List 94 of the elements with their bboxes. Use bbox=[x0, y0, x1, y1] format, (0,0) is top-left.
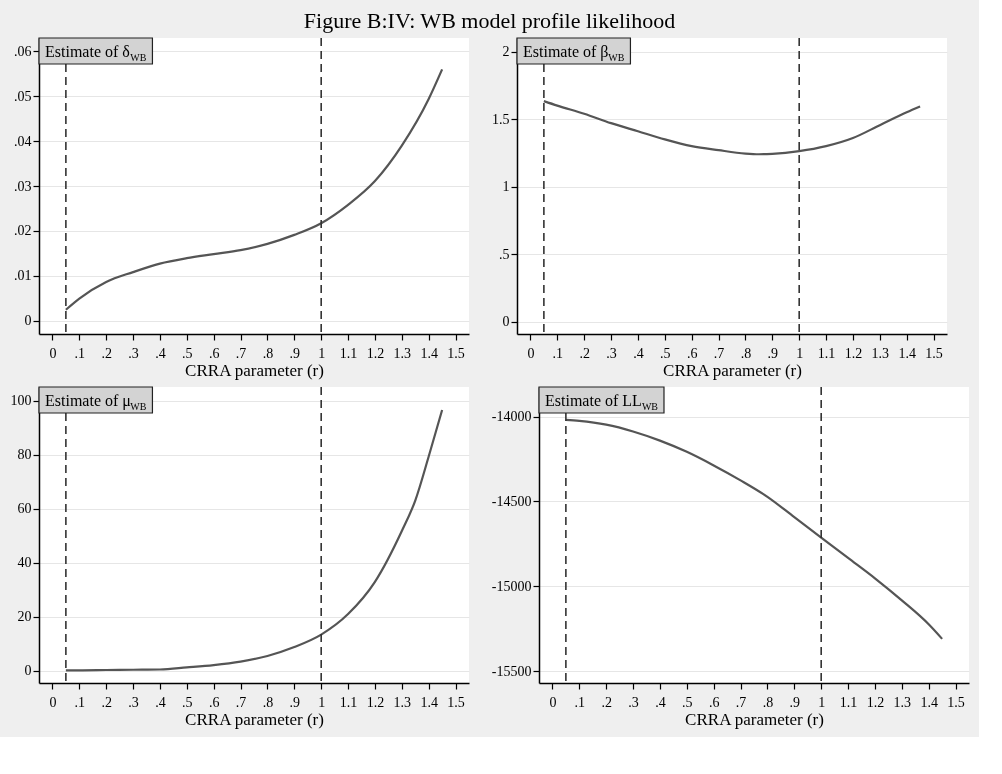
x-tick-label: .2 bbox=[101, 345, 112, 361]
x-tick-label: 0 bbox=[549, 694, 557, 710]
x-tick-label: .3 bbox=[606, 345, 617, 361]
x-tick-label: 1.3 bbox=[871, 345, 890, 361]
x-tick-label: .1 bbox=[574, 694, 586, 710]
x-tick-label: 1.1 bbox=[339, 694, 358, 710]
x-tick-label: 1.4 bbox=[420, 694, 438, 710]
x-tick-label: .6 bbox=[208, 694, 220, 710]
x-tick-label: .7 bbox=[713, 345, 725, 361]
x-tick-label: 0 bbox=[49, 694, 57, 710]
x-tick-label: .8 bbox=[262, 694, 274, 710]
x-tick-label: 1 bbox=[796, 345, 804, 361]
x-tick-label: .9 bbox=[767, 345, 779, 361]
y-tick-label: 40 bbox=[17, 555, 32, 571]
x-tick-label: .3 bbox=[128, 345, 139, 361]
y-tick-label: -15000 bbox=[491, 578, 532, 594]
x-tick-label: .9 bbox=[289, 694, 301, 710]
y-tick-label: 0 bbox=[502, 314, 510, 330]
y-tick-label: 60 bbox=[17, 501, 32, 517]
y-tick-label: .04 bbox=[14, 133, 32, 149]
x-tick-label: 1.2 bbox=[844, 345, 863, 361]
x-tick-label: .4 bbox=[633, 345, 644, 361]
x-tick-label: .4 bbox=[155, 694, 166, 710]
x-tick-label: 1.3 bbox=[393, 345, 412, 361]
x-axis-title: CRRA parameter (r) bbox=[185, 360, 324, 380]
x-tick-label: 1.5 bbox=[947, 694, 965, 710]
x-tick-label: .2 bbox=[101, 694, 112, 710]
x-tick-label: .7 bbox=[735, 694, 747, 710]
x-tick-label: 1 bbox=[318, 694, 326, 710]
x-tick-label: 1.4 bbox=[920, 694, 938, 710]
x-tick-label: .2 bbox=[601, 694, 612, 710]
x-tick-label: 1.2 bbox=[366, 694, 385, 710]
x-tick-label: .6 bbox=[708, 694, 720, 710]
y-tick-label: 80 bbox=[17, 447, 32, 463]
x-tick-label: .2 bbox=[579, 345, 590, 361]
x-tick-label: .7 bbox=[235, 694, 247, 710]
y-tick-label: 2 bbox=[502, 44, 510, 60]
x-tick-label: 1.1 bbox=[817, 345, 836, 361]
x-tick-label: 1.3 bbox=[393, 694, 412, 710]
x-axis-title: CRRA parameter (r) bbox=[185, 709, 324, 729]
y-tick-label: .5 bbox=[499, 246, 510, 262]
line-series bbox=[64, 408, 444, 672]
x-tick-label: .6 bbox=[208, 345, 220, 361]
x-tick-label: .5 bbox=[682, 694, 693, 710]
x-tick-label: .1 bbox=[552, 345, 564, 361]
x-tick-label: 1 bbox=[818, 694, 826, 710]
x-tick-label: .5 bbox=[660, 345, 671, 361]
x-tick-label: .9 bbox=[289, 345, 301, 361]
x-tick-label: .6 bbox=[686, 345, 698, 361]
y-tick-label: 1.5 bbox=[492, 111, 510, 127]
y-tick-label: .02 bbox=[14, 223, 32, 239]
y-tick-label: 20 bbox=[17, 609, 32, 625]
x-tick-label: .4 bbox=[155, 345, 166, 361]
x-tick-label: 1.5 bbox=[925, 345, 943, 361]
y-tick-label: .06 bbox=[14, 43, 32, 59]
x-tick-label: .8 bbox=[262, 345, 274, 361]
x-tick-label: .1 bbox=[74, 694, 86, 710]
y-tick-label: .03 bbox=[14, 178, 32, 194]
x-axis-title: CRRA parameter (r) bbox=[685, 709, 824, 729]
x-tick-label: 0 bbox=[49, 345, 57, 361]
x-tick-label: .9 bbox=[789, 694, 801, 710]
x-tick-label: .5 bbox=[182, 345, 193, 361]
x-axis-title: CRRA parameter (r) bbox=[663, 360, 802, 380]
x-tick-label: .1 bbox=[74, 345, 86, 361]
x-tick-label: 1.5 bbox=[447, 694, 465, 710]
x-tick-label: 1.4 bbox=[898, 345, 916, 361]
x-tick-label: .3 bbox=[128, 694, 139, 710]
x-tick-label: 1.1 bbox=[339, 345, 358, 361]
x-tick-label: 1.5 bbox=[447, 345, 465, 361]
y-tick-label: .01 bbox=[14, 268, 32, 284]
y-tick-label: 100 bbox=[10, 393, 32, 409]
line-series bbox=[64, 68, 444, 311]
y-tick-label: 0 bbox=[24, 313, 32, 329]
y-tick-label: 1 bbox=[502, 179, 510, 195]
x-tick-label: 1.2 bbox=[366, 345, 385, 361]
x-tick-label: .4 bbox=[655, 694, 666, 710]
x-tick-label: .8 bbox=[740, 345, 752, 361]
x-tick-label: 1.1 bbox=[839, 694, 858, 710]
y-tick-label: 0 bbox=[24, 663, 32, 679]
x-tick-label: .5 bbox=[182, 694, 193, 710]
line-series bbox=[564, 418, 944, 640]
x-tick-label: 1 bbox=[318, 345, 326, 361]
y-tick-label: .05 bbox=[14, 88, 32, 104]
x-tick-label: 1.3 bbox=[893, 694, 912, 710]
y-tick-label: -14000 bbox=[491, 409, 532, 425]
x-tick-label: .7 bbox=[235, 345, 247, 361]
x-tick-label: .3 bbox=[628, 694, 639, 710]
y-tick-label: -14500 bbox=[491, 493, 532, 509]
chart-title: Figure B:IV: WB model profile likelihood bbox=[303, 8, 676, 34]
y-tick-label: -15500 bbox=[491, 663, 532, 679]
x-tick-label: 1.4 bbox=[420, 345, 438, 361]
x-tick-label: 1.2 bbox=[866, 694, 885, 710]
line-series bbox=[542, 100, 922, 156]
x-tick-label: .8 bbox=[762, 694, 774, 710]
